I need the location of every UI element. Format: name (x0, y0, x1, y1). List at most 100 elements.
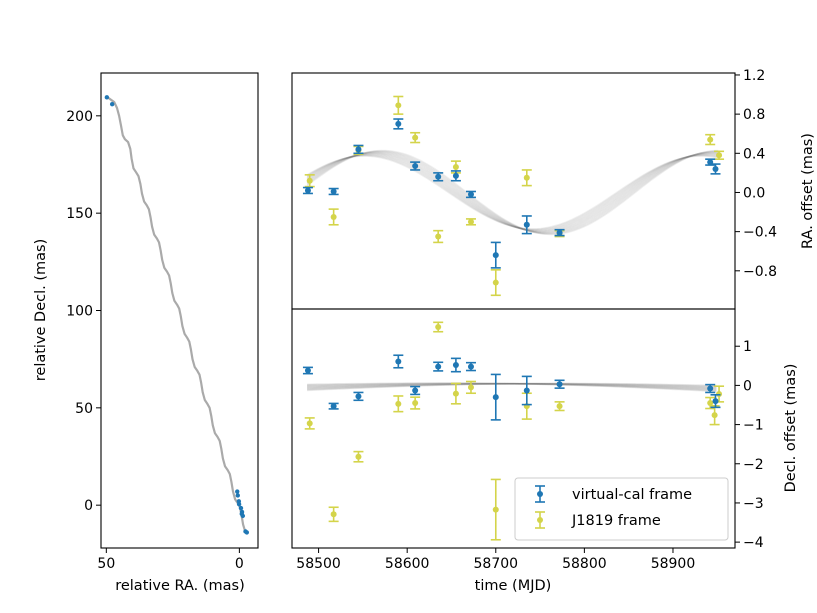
decl-model-curve (307, 382, 717, 391)
decl-virtual-point (492, 394, 499, 401)
ra-model-curve (306, 151, 719, 234)
time-xtick-label: 58600 (385, 556, 430, 572)
decl-offset-ytick-label: −3 (743, 496, 764, 512)
decl-virtual-point (395, 358, 402, 365)
decl-j1819-point (711, 412, 718, 419)
ra-model-curve (306, 153, 719, 232)
sky-track-ytick-label: 200 (66, 109, 93, 125)
ra-offset-frame (291, 72, 736, 310)
decl-model-curve (307, 382, 717, 392)
decl-virtual-point (523, 387, 530, 394)
ra-offset-ytick-label: −0.4 (743, 225, 777, 241)
sky-track-point (240, 513, 246, 519)
decl-j1819-point (330, 511, 337, 518)
ra-virtual-point (523, 221, 530, 228)
ra-virtual-point (330, 188, 337, 195)
time-xtick-label: 58700 (474, 556, 519, 572)
decl-j1819-point (395, 400, 402, 407)
ra-virtual-point (355, 146, 362, 153)
decl-offset-ytick-label: −4 (743, 535, 764, 551)
ra-model-curve (306, 154, 719, 231)
decl-offset-ytick-label: −2 (743, 457, 764, 473)
ra-virtual-point (412, 163, 419, 170)
ra-j1819-point (412, 134, 419, 141)
decl-j1819-point (556, 403, 563, 410)
ra-virtual-point (467, 191, 474, 198)
ra-offset-ytick-label: 0.8 (743, 107, 765, 123)
ra-model-curve (306, 153, 719, 232)
decl-j1819-point (452, 390, 459, 397)
decl-virtual-point (355, 393, 362, 400)
decl-virtual-point (467, 363, 474, 370)
legend: virtual-cal frame J1819 frame (514, 477, 729, 541)
sky-track-point (104, 95, 110, 100)
decl-model-curve (307, 382, 717, 390)
sky-track-line (105, 95, 247, 533)
legend-label-j1819: J1819 frame (571, 513, 661, 529)
decl-model-curve (307, 382, 717, 391)
legend-marker-virtual (537, 491, 543, 497)
decl-offset-ytick-label: −1 (743, 418, 764, 434)
time-xtick-label: 58800 (562, 556, 607, 572)
decl-offset-ytick-label: 0 (743, 378, 752, 394)
ra-j1819-point (707, 136, 714, 143)
sky-track-point (109, 101, 115, 107)
ra-j1819-point (467, 218, 474, 225)
ra-j1819-point (435, 233, 442, 240)
ra-model-curve (306, 151, 719, 234)
decl-offset-ytick-label: 1 (743, 339, 752, 355)
time-xtick-label: 58900 (651, 556, 696, 572)
decl-virtual-point (435, 363, 442, 370)
decl-virtual-point (556, 381, 563, 388)
legend-box (514, 477, 729, 541)
decl-model-curve (307, 382, 717, 390)
ra-offset-ylabel: RA. offset (mas) (800, 133, 816, 249)
decl-virtual-point (412, 387, 419, 394)
ra-offset-ytick-label: 0.4 (743, 146, 765, 162)
ra-model-curve (306, 150, 719, 235)
decl-virtual-point (304, 367, 311, 374)
ra-j1819-point (330, 213, 337, 220)
decl-j1819-point (467, 384, 474, 391)
decl-model-curve (307, 382, 717, 391)
ra-offset-panel: 1.2 0.8 0.4 0.0 −0.4 −0.8 RA. offset (mas) (291, 68, 816, 310)
time-xtick-label: 58500 (296, 556, 341, 572)
sky-track-ytick-label: 50 (75, 401, 93, 417)
decl-model-curve (307, 382, 717, 390)
ra-model-curve (306, 149, 719, 236)
decl-j1819-point (355, 453, 362, 460)
ra-virtual-point (712, 165, 719, 172)
decl-offset-xlabel: time (MJD) (475, 578, 552, 594)
decl-j1819-point (306, 420, 313, 427)
ra-model-curve (306, 152, 719, 233)
sky-track-point (235, 489, 240, 494)
decl-model-curve (307, 382, 717, 392)
decl-model-curve (307, 382, 717, 390)
decl-j1819-point (492, 506, 499, 513)
sky-track-ytick-label: 0 (84, 498, 93, 514)
decl-model-curve (307, 382, 717, 389)
sky-track-point (235, 493, 240, 498)
decl-j1819-point (707, 400, 714, 407)
ra-offset-ytick-label: 0.0 (743, 185, 765, 201)
decl-offset-ylabel: Decl. offset (mas) (783, 364, 799, 493)
decl-virtual-point (330, 403, 337, 410)
ra-j1819-point (306, 177, 313, 184)
sky-track-xtick-label: 0 (235, 556, 244, 572)
sky-track-point (244, 530, 250, 535)
decl-virtual-point (452, 362, 459, 369)
sky-track-point (236, 501, 242, 507)
ra-j1819-point (492, 279, 499, 286)
sky-track-ytick-label: 100 (66, 304, 93, 320)
ra-j1819-point (452, 164, 459, 171)
ra-virtual-point (435, 173, 442, 180)
sky-track-xlabel: relative RA. (mas) (115, 578, 245, 594)
ra-j1819-point (523, 174, 530, 181)
ra-model-curve (306, 154, 719, 232)
ra-virtual-point (304, 187, 311, 194)
ra-virtual-point (556, 229, 563, 236)
ra-model-curve (306, 150, 719, 234)
legend-label-virtual: virtual-cal frame (572, 487, 692, 503)
ra-model-curve (306, 152, 719, 233)
